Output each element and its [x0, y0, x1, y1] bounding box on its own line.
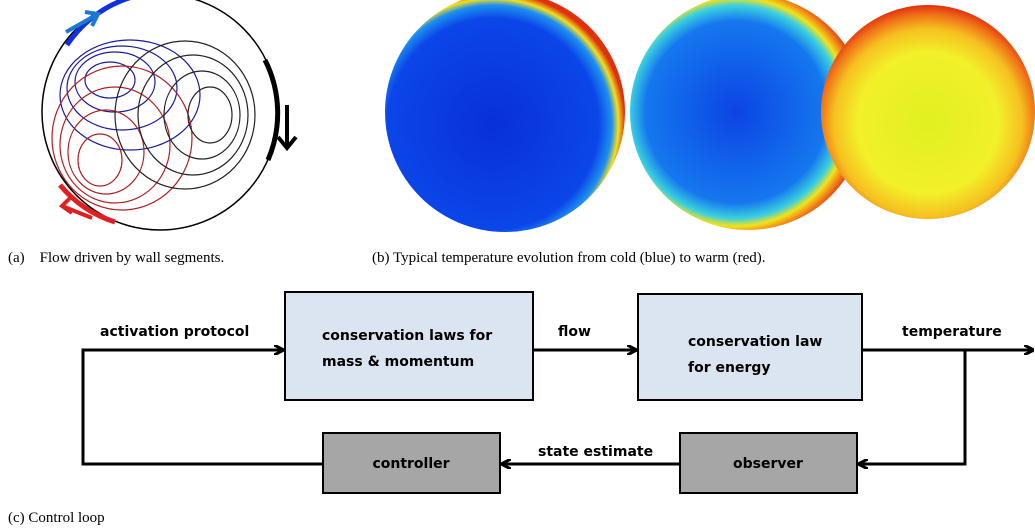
temperature-panel [385, 0, 1035, 232]
figure: (a) Flow driven by wall segments. (b) Ty… [0, 0, 1035, 529]
block-label: conservation laws for [322, 328, 492, 344]
block-label: observer [733, 456, 803, 472]
edge-label: temperature [902, 324, 1002, 340]
edge-label: state estimate [538, 444, 653, 460]
flow-panel [42, 0, 296, 230]
caption: (c) Control loop [8, 510, 105, 526]
block-label: mass & momentum [322, 354, 474, 370]
edge-label: activation protocol [100, 324, 249, 340]
block [285, 292, 533, 400]
block-label: for energy [688, 360, 771, 376]
caption: (b) Typical temperature evolution from c… [372, 250, 766, 266]
caption: (a) Flow driven by wall segments. [8, 250, 224, 266]
block-label: controller [372, 456, 449, 472]
edge-label: flow [558, 324, 591, 340]
block-label: conservation law [688, 334, 822, 350]
